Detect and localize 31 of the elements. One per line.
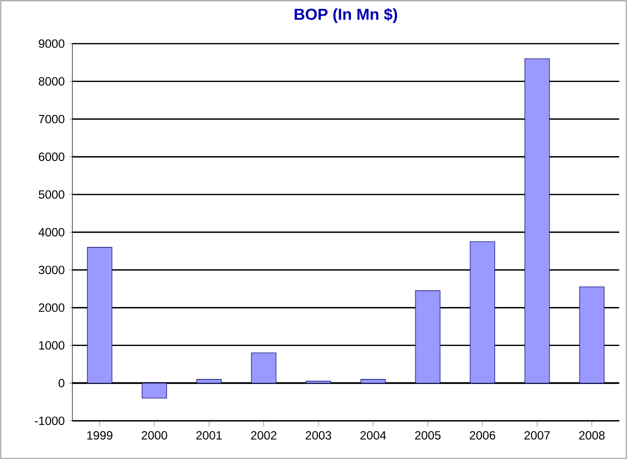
bar	[87, 246, 112, 384]
bar	[251, 352, 276, 384]
x-tick-label: 2007	[524, 431, 550, 440]
bar	[579, 286, 604, 384]
y-tick-label: 7000	[38, 114, 64, 124]
bar	[415, 290, 440, 384]
y-tick-label: 9000	[38, 39, 64, 48]
y-tick-label: 2000	[38, 303, 64, 312]
x-tick-label: 2003	[306, 431, 332, 440]
y-tick-label: 4000	[38, 228, 64, 236]
x-tick-label: 2008	[579, 431, 605, 440]
bar	[360, 378, 386, 384]
y-tick-label: 1000	[39, 341, 64, 350]
x-tick-label: 1999	[87, 431, 112, 440]
bar	[524, 58, 550, 384]
x-tick-label: 2000	[142, 431, 168, 440]
y-tick-label: 6000	[38, 152, 64, 161]
x-tick-label: 2005	[415, 431, 441, 440]
y-tick-label: 5000	[38, 190, 64, 199]
y-tick-label: -1000	[34, 416, 64, 425]
x-tick-label: 2002	[251, 431, 276, 440]
y-tick-label: 3000	[38, 266, 64, 274]
x-tick-label: 2004	[360, 431, 386, 440]
chart-title: BOP (In Mn $)	[294, 8, 398, 23]
x-tick-label: 2001	[196, 431, 222, 440]
x-tick-label: 2006	[470, 431, 496, 440]
bar	[470, 241, 496, 384]
y-tick-label: 8000	[38, 77, 64, 86]
bar	[142, 382, 167, 398]
bar	[196, 378, 222, 384]
y-tick-label: 0	[58, 378, 64, 388]
